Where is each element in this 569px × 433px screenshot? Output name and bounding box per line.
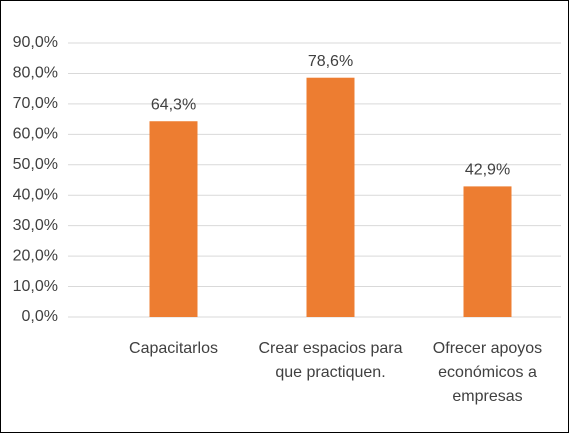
- y-tick-label: 60,0%: [13, 126, 58, 143]
- y-tick-label: 40,0%: [13, 186, 58, 203]
- y-tick-label: 50,0%: [13, 156, 58, 173]
- y-tick-label: 10,0%: [13, 278, 58, 295]
- bar: [306, 77, 355, 317]
- x-tick-label: Capacitarlos: [129, 340, 218, 357]
- x-tick-label: Ofrecer apoyos económicos a empresas: [432, 340, 543, 405]
- y-tick-label: 70,0%: [13, 95, 58, 112]
- y-tick-label: 20,0%: [13, 247, 58, 264]
- y-tick-label: 30,0%: [13, 217, 58, 234]
- y-tick-label: 0,0%: [22, 308, 58, 325]
- bar: [149, 121, 198, 318]
- y-tick-label: 80,0%: [13, 65, 58, 82]
- value-label: 42,9%: [465, 162, 510, 179]
- x-tick-label: Crear espacios para que practiquen.: [258, 340, 403, 381]
- value-label: 64,3%: [151, 96, 196, 113]
- value-label: 78,6%: [308, 53, 353, 70]
- y-tick-label: 90,0%: [13, 34, 58, 51]
- bar: [463, 186, 512, 317]
